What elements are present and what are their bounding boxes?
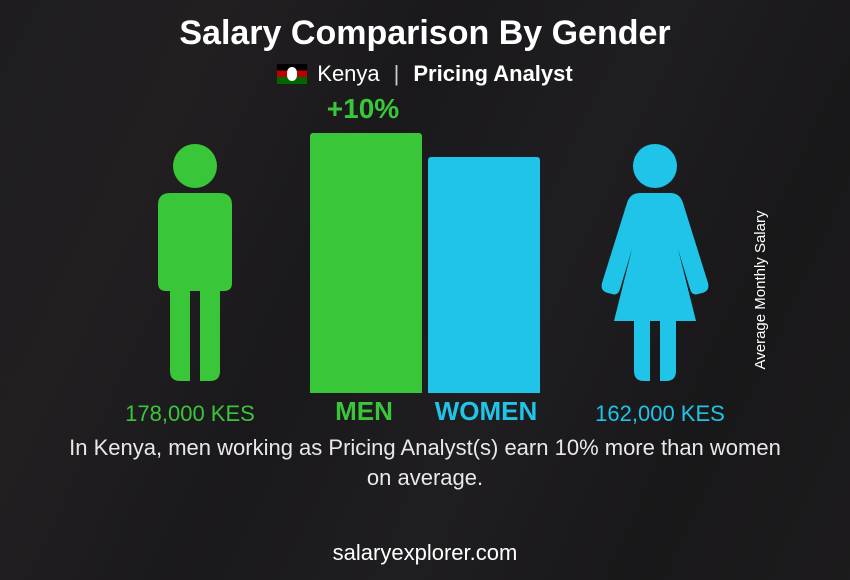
chart-area: +10% 178,000 KES 162,000 KES MEN WOMEN [0,93,850,433]
kenya-flag-icon [277,64,307,84]
bar-men [310,133,422,393]
women-bar-label: WOMEN [427,396,545,427]
bar-group [310,133,540,393]
y-axis-label: Average Monthly Salary [752,211,769,370]
men-bar-label: MEN [305,396,423,427]
page-title: Salary Comparison By Gender [0,0,850,53]
country-label: Kenya [317,61,379,87]
male-icon [130,138,260,393]
bar-women [428,157,540,393]
female-icon [590,138,720,393]
description-text: In Kenya, men working as Pricing Analyst… [0,433,850,492]
separator: | [390,61,404,87]
subtitle-row: Kenya | Pricing Analyst [0,61,850,87]
footer-attribution: salaryexplorer.com [0,540,850,566]
job-title-label: Pricing Analyst [413,61,572,87]
men-salary-value: 178,000 KES [90,401,290,427]
percent-difference-label: +10% [303,93,423,125]
women-salary-value: 162,000 KES [560,401,760,427]
